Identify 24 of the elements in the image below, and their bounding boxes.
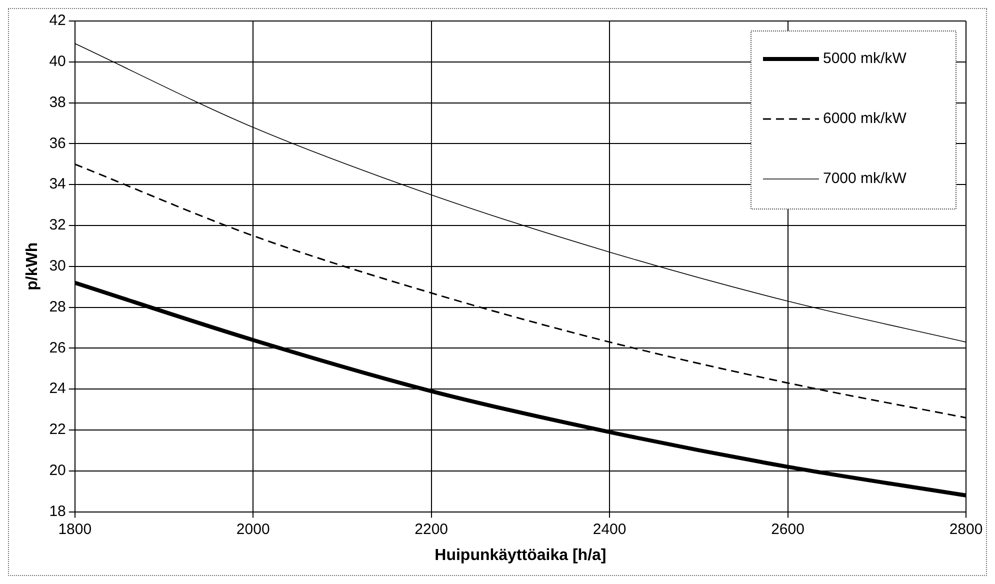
x-tick-label: 2600: [771, 520, 804, 538]
x-tick-label: 2400: [592, 520, 626, 538]
y-tick-label: 42: [49, 12, 66, 30]
y-tick-label: 38: [49, 94, 66, 111]
y-tick-label: 32: [49, 216, 66, 234]
y-tick-label: 22: [49, 421, 66, 438]
y-tick-label: 18: [49, 502, 66, 520]
y-tick-label: 36: [49, 134, 66, 152]
legend-label: 6000 mk/kW: [823, 110, 908, 128]
y-tick-label: 40: [49, 53, 66, 70]
x-tick-label: 2800: [949, 520, 983, 538]
y-tick-label: 24: [49, 380, 66, 398]
x-tick-label: 2000: [236, 520, 270, 538]
y-tick-label: 28: [49, 298, 66, 316]
y-tick-label: 26: [49, 339, 66, 356]
y-axis-title: p/kWh: [24, 242, 42, 290]
y-tick-label: 34: [49, 176, 66, 193]
y-tick-label: 20: [49, 462, 66, 480]
legend-label: 7000 mk/kW: [823, 170, 908, 188]
x-axis-title: Huipunkäyttöaika [h/a]: [434, 546, 606, 564]
y-tick-label: 30: [49, 258, 66, 275]
x-tick-label: 1800: [58, 520, 92, 538]
legend-label: 5000 mk/kW: [823, 50, 908, 68]
x-tick-label: 2200: [414, 520, 448, 538]
